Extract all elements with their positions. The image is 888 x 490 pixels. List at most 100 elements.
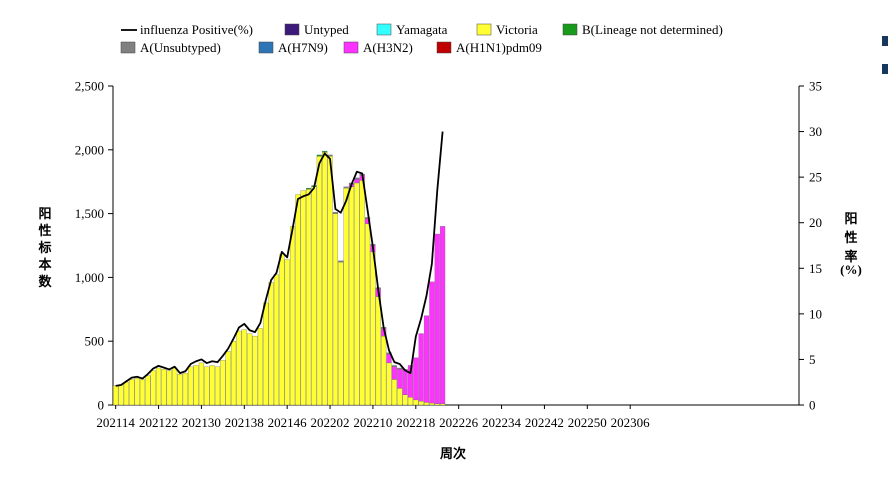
bar-a-h3n2 (391, 366, 397, 380)
bar-victoria (155, 367, 162, 406)
bar-victoria (172, 367, 178, 406)
bar-a-unsubtyped (332, 212, 338, 214)
x-tick-label: 202250 (568, 415, 607, 430)
legend-swatch (562, 23, 578, 36)
bar-victoria (391, 379, 397, 406)
y-axis-label-char: 性 (38, 223, 51, 239)
bar-victoria (354, 182, 360, 406)
legend-swatch (476, 23, 492, 36)
bar-victoria (348, 186, 355, 406)
y2-ticks: 0 5 10 15 20 25 30 35 (799, 79, 822, 413)
bar-victoria (322, 152, 328, 406)
bar-victoria (134, 378, 140, 406)
x-tick-label: 202130 (182, 415, 221, 430)
bar-a-unsubtyped (354, 177, 360, 180)
x-axis-label: 周次 (440, 446, 466, 462)
x-ticks: 202114 202122 202130 202138 202146 202202 2022… (96, 405, 650, 430)
bar-victoria (359, 180, 365, 406)
bar-b-lineage-not-determined (322, 150, 328, 153)
y2-tick-label: 5 (809, 352, 816, 367)
bar-victoria (177, 374, 183, 406)
bar-victoria (252, 335, 258, 406)
x-tick-label: 202122 (139, 415, 178, 430)
legend-swatch (258, 41, 274, 54)
legend-label: A(Unsubtyped) (140, 40, 221, 55)
bar-victoria (241, 329, 247, 406)
legend-label: B(Lineage not determined) (582, 22, 723, 37)
bar-victoria (166, 370, 172, 406)
bar-victoria (434, 403, 440, 406)
bar-a-unsubtyped (343, 186, 349, 189)
bar-victoria (209, 365, 215, 406)
bar-victoria (397, 388, 403, 406)
bar-b-lineage-not-determined (306, 187, 312, 190)
bar-a-unsubtyped (397, 367, 403, 370)
bar-a-h3n2 (397, 369, 403, 389)
bar-victoria (327, 156, 333, 406)
bars (113, 150, 446, 406)
x-tick-label: 202146 (268, 415, 308, 430)
bar-victoria (284, 259, 290, 406)
legend: influenza Positive(%) Untyped Yamagata Vict… (120, 22, 723, 55)
bar-victoria (123, 381, 129, 406)
legend-label: A(H1N1)pdm09 (456, 40, 542, 55)
y-axis-label-char: 阳 (38, 207, 51, 222)
bar-victoria (375, 296, 381, 406)
bar-victoria (161, 369, 167, 406)
bar-victoria (418, 401, 424, 406)
x-tick-label: 202226 (439, 415, 479, 430)
legend-label: Yamagata (396, 22, 448, 37)
y2-tick-label: 25 (809, 170, 822, 185)
bar-victoria (231, 341, 237, 406)
bar-victoria (289, 226, 296, 406)
bar-victoria (423, 402, 430, 406)
bar-victoria (188, 366, 194, 406)
bar-victoria (247, 333, 253, 406)
bar-a-unsubtyped (386, 352, 392, 355)
bar-a-unsubtyped (365, 217, 371, 219)
bar-victoria (214, 366, 221, 406)
x-tick-label: 202306 (611, 415, 651, 430)
y2-axis-label-char: 阳 (844, 212, 857, 227)
x-tick-label: 202218 (396, 415, 435, 430)
bar-a-h3n2 (402, 369, 408, 395)
y-tick-label: 2,500 (75, 79, 104, 94)
y2-axis-label-char: 率 (844, 249, 857, 265)
bar-victoria (311, 186, 317, 406)
y-tick-label: 2,000 (75, 142, 104, 157)
bar-victoria (257, 328, 263, 406)
bar-victoria (386, 362, 392, 406)
bar-a-unsubtyped (338, 260, 344, 263)
bar-victoria (365, 223, 371, 406)
bar-victoria (429, 402, 435, 406)
legend-swatch (436, 41, 452, 54)
bar-victoria (316, 156, 322, 406)
bar-victoria (263, 302, 269, 406)
bar-victoria (193, 365, 199, 406)
bar-victoria (150, 370, 156, 406)
y2-axis-label-char: 性 (844, 230, 857, 246)
edge-marks (882, 36, 888, 92)
bar-a-h3n2 (413, 357, 419, 401)
x-tick-label: 202114 (96, 415, 135, 430)
y-axis-label-char: 标 (37, 240, 51, 256)
edge-mark (882, 36, 888, 46)
bar-victoria (198, 362, 204, 406)
bar-victoria (343, 187, 349, 406)
bar-victoria (338, 261, 344, 406)
y2-tick-label: 10 (809, 306, 822, 321)
bar-victoria (225, 351, 231, 406)
y2-axis-label: 阳性率(%) (840, 212, 862, 277)
y-tick-label: 500 (85, 334, 105, 349)
y2-axis-label-unit: (%) (840, 262, 862, 277)
bar-a-h3n2 (407, 365, 414, 398)
x-tick-label: 202242 (525, 415, 564, 430)
bar-victoria (129, 379, 135, 406)
x-tick-label: 202138 (225, 415, 264, 430)
bar-victoria (300, 190, 306, 406)
y2-tick-label: 35 (809, 79, 822, 94)
bar-a-h3n2 (354, 178, 360, 184)
bar-victoria (295, 194, 301, 406)
bar-victoria (273, 274, 280, 406)
